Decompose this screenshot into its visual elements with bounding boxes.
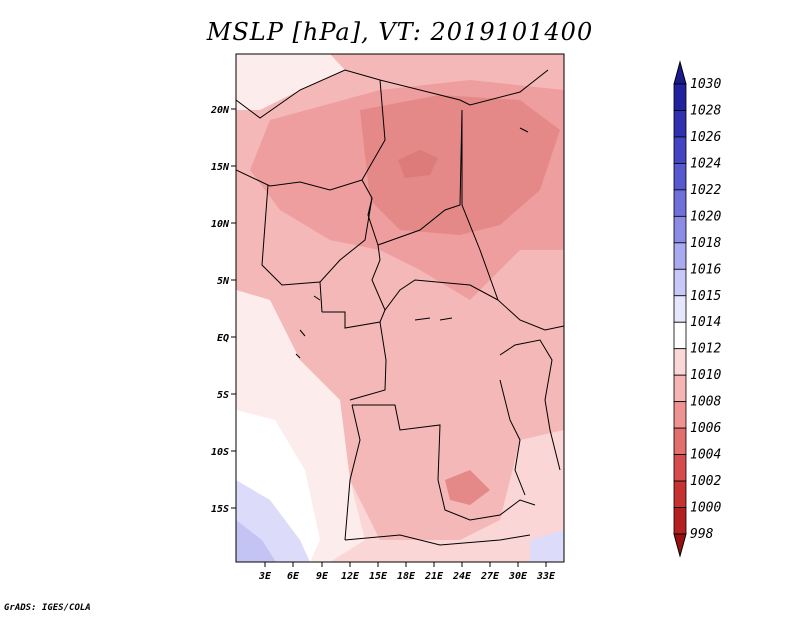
colorbar-label: 1012 [690, 342, 721, 357]
lon-label-15e: 15E [369, 571, 388, 582]
colorbar-label: 1006 [690, 421, 721, 436]
colorbar-label: 1000 [690, 501, 721, 516]
lon-axis: 3E 6E 9E 12E 15E 18E 21E 24E 27E 30E 33E [258, 562, 556, 582]
lat-label-5n: 5N [217, 276, 230, 287]
lon-label-18e: 18E [397, 571, 416, 582]
colorbar-swatch [673, 321, 687, 350]
border-line [414, 127, 529, 321]
colorbar-label: 1018 [690, 236, 721, 251]
map-frame [235, 53, 565, 563]
colorbar-swatch [673, 401, 687, 429]
colorbar: 1030 1028 1026 1024 1022 1020 1018 1016 1015 1014… [673, 60, 721, 558]
lat-label-10s: 10S [211, 447, 229, 458]
colorbar-label: 1024 [690, 156, 721, 171]
colorbar-swatch [673, 163, 687, 191]
border-line [344, 404, 361, 541]
colorbar-swatch [673, 480, 687, 508]
colorbar-swatch [673, 374, 687, 403]
colorbar-label: 1022 [690, 183, 721, 198]
lat-label-10n: 10N [211, 219, 230, 230]
border-line [322, 309, 386, 329]
pressure-1006-core [360, 95, 560, 235]
colorbar-swatch [673, 427, 687, 455]
colorbar-swatch [673, 348, 687, 376]
lon-label-21e: 21E [424, 571, 444, 582]
border-line [319, 197, 373, 313]
lon-label-27e: 27E [480, 571, 500, 582]
border-line [344, 534, 531, 546]
pressure-1015-southeast [530, 530, 564, 562]
lat-label-20n: 20N [210, 105, 230, 116]
map-title: MSLP [hPa], VT: 2019101400 [206, 18, 594, 46]
lon-label-9e: 9E [316, 571, 329, 582]
colorbar-swatch [673, 454, 687, 482]
colorbar-label: 1008 [690, 395, 721, 410]
lat-label-15s: 15S [211, 504, 229, 515]
border-line [349, 321, 387, 401]
colorbar-label: 1010 [690, 368, 721, 383]
lat-label-15n: 15N [211, 162, 230, 173]
lat-label-eq: EQ [217, 333, 229, 344]
colorbar-swatch [673, 136, 687, 164]
pressure-1012-northwest [236, 54, 345, 110]
credit-text: GrADS: IGES/COLA [4, 603, 91, 613]
lat-label-5s: 5S [217, 390, 229, 401]
lat-axis: 20N 15N 10N 5N EQ 5S 10S 15S [210, 105, 236, 515]
border-line [371, 244, 499, 311]
colorbar-label: 1030 [690, 77, 721, 92]
pressure-1004-cell [398, 150, 438, 178]
colorbar-arrow-top [673, 60, 687, 85]
colorbar-label: 1026 [690, 130, 721, 145]
colorbar-swatch [673, 268, 687, 297]
colorbar-label: 1016 [690, 262, 721, 277]
colorbar-swatch [673, 189, 687, 217]
pressure-field [236, 54, 564, 562]
lon-label-6e: 6E [287, 571, 300, 582]
colorbar-swatch [673, 83, 687, 111]
lon-label-3e: 3E [258, 571, 272, 582]
lon-label-24e: 24E [452, 571, 472, 582]
colorbar-arrow-bottom [673, 533, 687, 558]
border-line [361, 79, 463, 246]
colorbar-label: 1020 [690, 209, 721, 224]
colorbar-label: 1028 [690, 103, 721, 118]
border-line [261, 184, 321, 286]
border-line [499, 339, 561, 471]
border-line [499, 379, 526, 496]
colorbar-label: 1004 [690, 448, 721, 463]
border-line [352, 404, 536, 521]
colorbar-label: 1002 [690, 474, 721, 489]
pressure-1018-band [236, 520, 276, 562]
colorbar-label: 1014 [690, 315, 721, 330]
colorbar-swatch [673, 215, 687, 244]
pressure-1006-south-cell [445, 470, 490, 505]
colorbar-swatch [673, 242, 687, 270]
colorbar-swatch [673, 507, 687, 535]
border-line [295, 295, 321, 359]
country-borders [236, 69, 564, 546]
colorbar-label: 1015 [690, 289, 721, 304]
colorbar-swatch [673, 295, 687, 323]
border-line [236, 169, 363, 191]
lon-label-12e: 12E [341, 571, 360, 582]
lon-label-30e: 30E [508, 571, 528, 582]
colorbar-swatch [673, 110, 687, 138]
lon-label-33e: 33E [536, 571, 556, 582]
colorbar-label: 998 [690, 527, 714, 542]
